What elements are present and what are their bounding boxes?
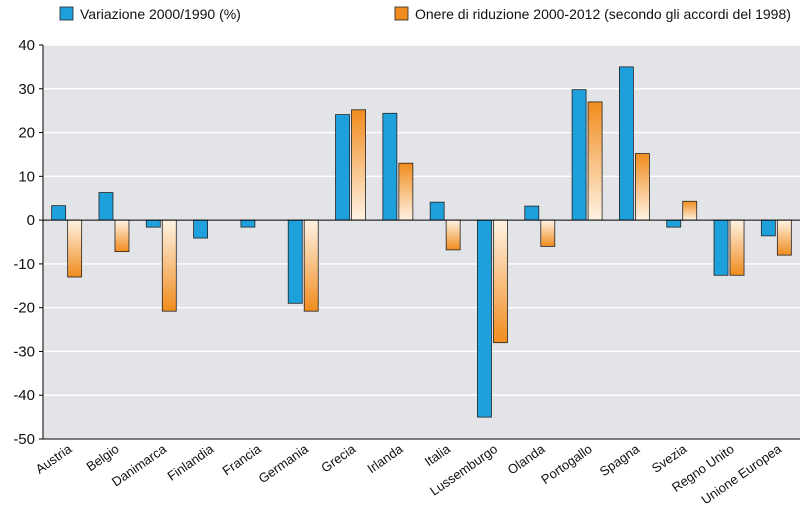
bar-onere-irlanda [398, 162, 414, 221]
y-tick-label: -50 [13, 431, 35, 448]
bar-onere-regno-unito [729, 219, 745, 276]
x-category-label: Unione Europea [698, 441, 784, 508]
bar-onere-germania [303, 219, 319, 312]
y-tick-label: 40 [18, 37, 35, 54]
legend-swatch [394, 6, 409, 21]
y-tick-label: -10 [13, 256, 35, 273]
x-category-label: Belgio [83, 441, 121, 474]
bar-variazione-irlanda [382, 112, 398, 221]
bar-variazione-svezia [666, 219, 682, 228]
y-tick-label: 20 [18, 125, 35, 142]
bar-variazione-olanda [524, 205, 540, 221]
x-category-label: Irlanda [364, 441, 406, 477]
bar-onere-italia [445, 219, 461, 251]
y-tick-label: 30 [18, 81, 35, 98]
bar-variazione-spagna [619, 66, 634, 221]
bar-onere-belgio [114, 219, 130, 253]
bar-onere-grecia [351, 109, 366, 221]
bar-variazione-danimarca [145, 219, 161, 228]
x-category-label: Grecia [318, 441, 359, 476]
bar-onere-lussemburgo [493, 219, 508, 344]
legend-swatch [59, 6, 74, 21]
x-category-label: Italia [422, 441, 454, 469]
bar-variazione-austria [51, 205, 67, 221]
bar-variazione-finlandia [193, 219, 208, 239]
y-tick-label: -30 [13, 343, 35, 360]
x-category-label: Svezia [649, 441, 690, 476]
x-category-label: Portogallo [538, 441, 595, 487]
bar-onere-portogallo [587, 101, 603, 221]
bar-onere-unione-europea [776, 219, 792, 256]
y-tick-label: 0 [27, 212, 35, 229]
y-tick-label: -40 [13, 387, 35, 404]
x-category-label: Finlandia [164, 441, 216, 484]
y-tick-label: 10 [18, 168, 35, 185]
bar-variazione-belgio [98, 192, 114, 221]
bar-onere-austria [67, 219, 83, 278]
legend-label: Variazione 2000/1990 (%) [80, 6, 241, 22]
legend-label: Onere di riduzione 2000-2012 (secondo gl… [415, 6, 791, 22]
bar-variazione-regno-unito [713, 219, 729, 276]
plot-area [43, 45, 800, 439]
bar-onere-danimarca [161, 219, 177, 312]
bar-onere-olanda [540, 219, 556, 247]
bar-variazione-portogallo [571, 89, 587, 221]
x-category-label: Danimarca [109, 441, 170, 490]
y-tick-label: -20 [13, 300, 35, 317]
bar-variazione-italia [429, 201, 445, 221]
bar-variazione-lussemburgo [477, 219, 492, 418]
x-category-label: Austria [33, 441, 75, 477]
bar-onere-spagna [635, 153, 650, 221]
bar-variazione-germania [287, 219, 303, 304]
bar-variazione-grecia [335, 114, 350, 221]
bar-variazione-unione-europea [760, 219, 776, 237]
bar-onere-svezia [682, 200, 698, 221]
x-category-label: Germania [256, 441, 312, 486]
x-category-label: Spagna [597, 441, 643, 479]
bar-variazione-francia [240, 219, 256, 228]
